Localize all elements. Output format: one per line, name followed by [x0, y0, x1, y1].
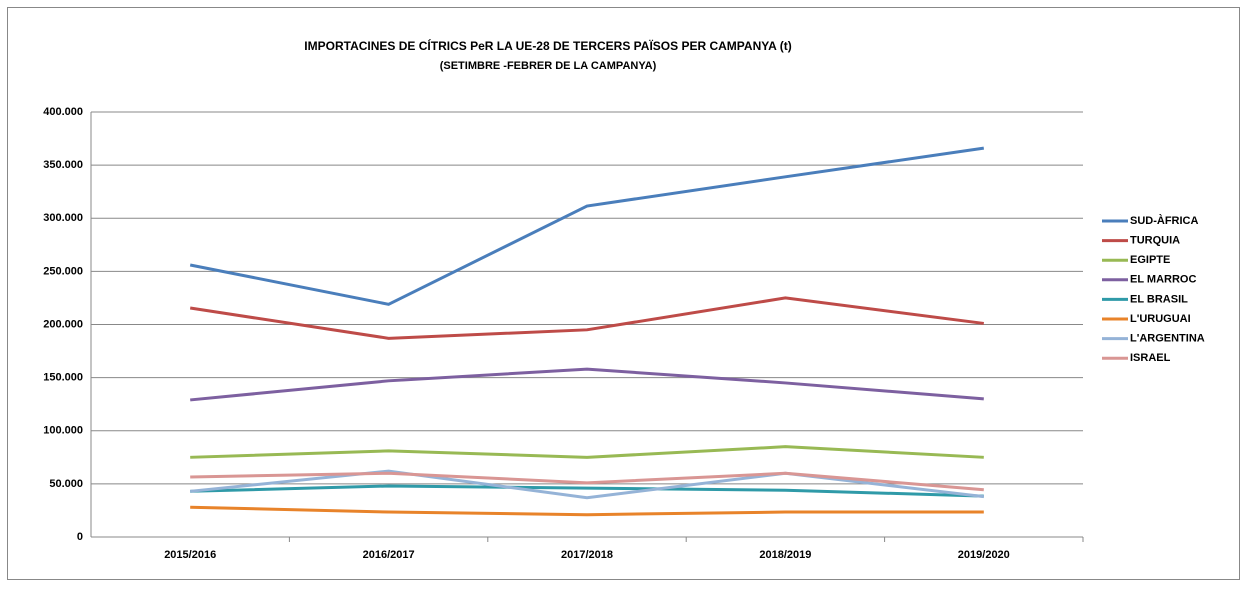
x-tick-label: 2019/2020 [958, 549, 1010, 561]
y-tick-label: 400.000 [43, 106, 83, 118]
x-tick-label: 2016/2017 [363, 549, 415, 561]
series-line [190, 445, 984, 459]
x-tick-label: 2015/2016 [164, 549, 216, 561]
series-line [190, 505, 984, 517]
y-tick-label: 350.000 [43, 159, 83, 171]
y-tick-label: 100.000 [43, 425, 83, 437]
chart-title: IMPORTACINES DE CÍTRICS PeR LA UE-28 DE … [304, 38, 791, 53]
series-line [190, 484, 984, 498]
legend-label: L'URUGUAI [1130, 313, 1191, 325]
series-line [190, 469, 984, 500]
legend-label: EGIPTE [1130, 254, 1170, 266]
series-line [189, 146, 985, 306]
y-tick-label: 250.000 [43, 265, 83, 277]
y-tick-label: 300.000 [43, 212, 83, 224]
legend-label: ISRAEL [1130, 352, 1171, 364]
y-tick-label: 150.000 [43, 372, 83, 384]
legend-label: EL BRASIL [1130, 293, 1188, 305]
legend-label: SUD-ÀFRICA [1130, 214, 1198, 227]
series-line [190, 471, 984, 492]
y-tick-label: 200.000 [43, 318, 83, 330]
series-line [189, 296, 984, 340]
legend-label: TURQUIA [1130, 235, 1180, 247]
x-tick-label: 2018/2019 [759, 549, 811, 561]
legend-label: L'ARGENTINA [1130, 333, 1205, 345]
chart-subtitle: (SETIMBRE -FEBRER DE LA CAMPANYA) [440, 60, 657, 72]
series-line [190, 367, 984, 402]
legend-label: EL MARROC [1130, 274, 1196, 286]
y-tick-label: 50.000 [49, 478, 83, 490]
y-tick-label: 0 [77, 531, 83, 543]
x-tick-label: 2017/2018 [561, 549, 613, 561]
